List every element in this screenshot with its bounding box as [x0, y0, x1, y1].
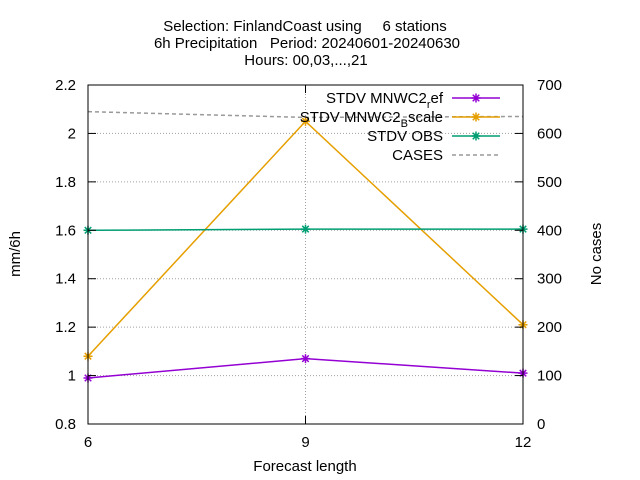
y-tick-label: 1.6 [55, 222, 76, 239]
series-layer [83, 116, 528, 383]
x-tick-label: 9 [301, 434, 309, 451]
y2-tick-label: 200 [537, 319, 562, 336]
legend-marker [471, 131, 481, 141]
title-line-3: Hours: 00,03,...,21 [244, 52, 367, 69]
y2-axis-label: No cases [588, 223, 605, 286]
series-stdv-obs [83, 224, 528, 235]
title-line-2: 6h Precipitation Period: 20240601-202406… [154, 35, 460, 52]
data-point-stdv-mnwc2-ref [301, 354, 310, 364]
legend-entry: STDV MNWC2Bscale [300, 109, 500, 130]
y-tick-label: 1.4 [55, 271, 76, 288]
y2-tick-label: 500 [537, 174, 562, 191]
y-tick-label: 2.2 [55, 77, 76, 94]
y2-tick-label: 0 [537, 416, 545, 433]
legend-label: STDV OBS [367, 128, 443, 145]
x-tick-label: 6 [84, 434, 92, 451]
data-point-stdv-obs [301, 224, 310, 234]
y-tick-label: 1.8 [55, 174, 76, 191]
chart-title: Selection: FinlandCoast using 6 stations… [154, 18, 460, 69]
y2-tick-label: 400 [537, 222, 562, 239]
y-tick-label: 2 [68, 125, 76, 142]
legend-label: STDV MNWC2Bscale [300, 109, 443, 130]
axis-ticks: 0.8 1 1.2 1.4 1.6 1.8 2 2.2 6 9 12 0 100 200 300 400 500… [55, 77, 562, 451]
legend-entry: CASES [392, 147, 500, 164]
y2-tick-label: 700 [537, 77, 562, 94]
data-point-stdv-mnwc2-bscale [301, 116, 310, 126]
y-tick-label: 1.2 [55, 319, 76, 336]
legend-label: CASES [392, 147, 443, 164]
y2-tick-label: 100 [537, 368, 562, 385]
legend-marker [471, 112, 481, 122]
x-axis-label: Forecast length [253, 458, 356, 475]
y-tick-label: 1 [68, 368, 76, 385]
y2-tick-label: 300 [537, 271, 562, 288]
y2-tick-label: 600 [537, 125, 562, 142]
title-line-1: Selection: FinlandCoast using 6 stations [163, 18, 447, 35]
legend-entry: STDV OBS [367, 128, 500, 145]
legend-label: STDV MNWC2ref [326, 90, 444, 111]
series-stdv-mnwc2-ref [83, 354, 528, 383]
legend-entry: STDV MNWC2ref [326, 90, 500, 111]
y-tick-label: 0.8 [55, 416, 76, 433]
x-tick-label: 12 [515, 434, 532, 451]
legend-marker [471, 93, 481, 103]
y-axis-label: mm/6h [7, 231, 24, 277]
